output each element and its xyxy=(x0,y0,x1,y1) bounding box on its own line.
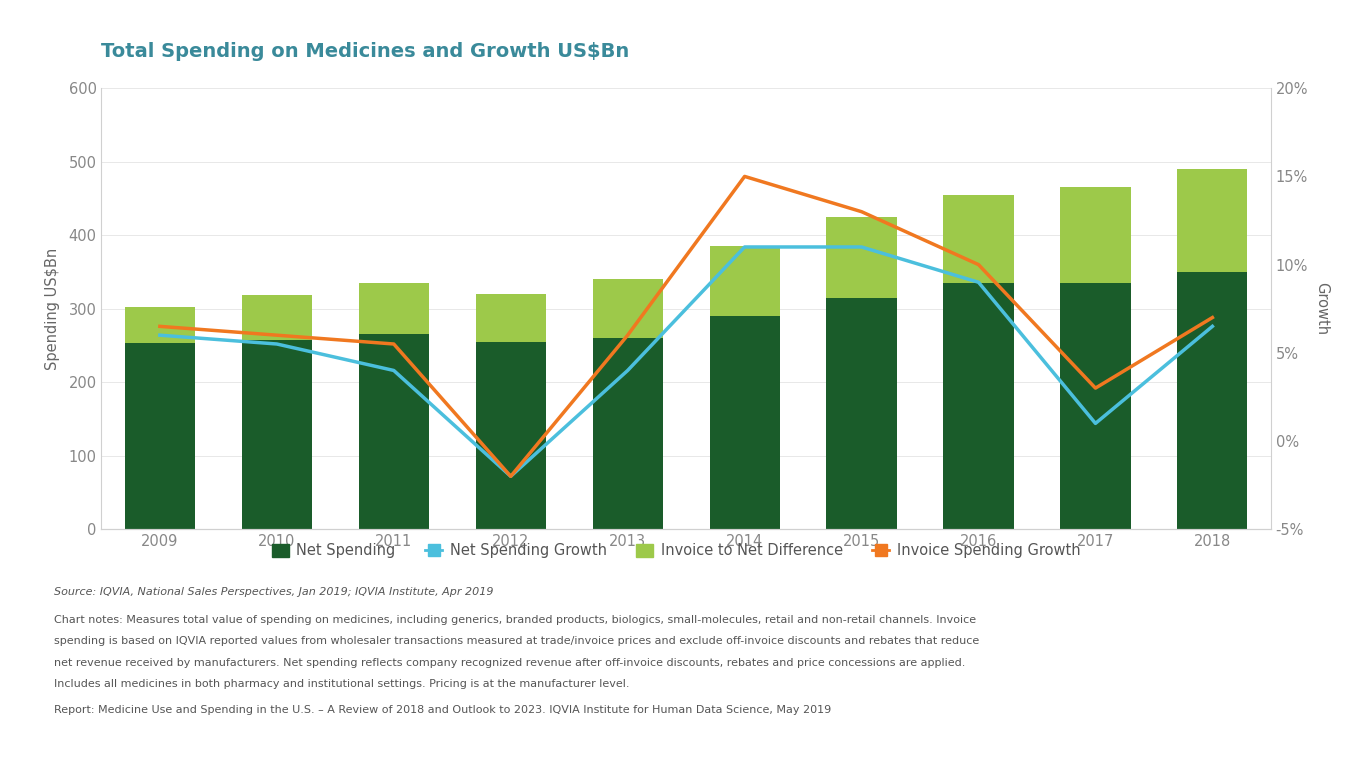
Text: Includes all medicines in both pharmacy and institutional settings. Pricing is a: Includes all medicines in both pharmacy … xyxy=(54,679,630,689)
Bar xyxy=(124,344,195,529)
Bar xyxy=(826,217,896,298)
Bar xyxy=(826,298,896,529)
Bar xyxy=(710,316,780,529)
Text: Report: Medicine Use and Spending in the U.S. – A Review of 2018 and Outlook to : Report: Medicine Use and Spending in the… xyxy=(54,705,831,715)
Bar xyxy=(944,283,1014,529)
Legend: Net Spending, Net Spending Growth, Invoice to Net Difference, Invoice Spending G: Net Spending, Net Spending Growth, Invoi… xyxy=(266,538,1086,564)
Bar xyxy=(242,340,312,529)
Bar xyxy=(710,246,780,316)
Text: Source: IQVIA, National Sales Perspectives, Jan 2019; IQVIA Institute, Apr 2019: Source: IQVIA, National Sales Perspectiv… xyxy=(54,587,493,597)
Y-axis label: Growth: Growth xyxy=(1314,282,1329,335)
Bar xyxy=(124,307,195,344)
Bar xyxy=(944,195,1014,283)
Bar xyxy=(1178,272,1248,529)
Text: Chart notes: Measures total value of spending on medicines, including generics, : Chart notes: Measures total value of spe… xyxy=(54,614,976,624)
Text: Total Spending on Medicines and Growth US$Bn: Total Spending on Medicines and Growth U… xyxy=(101,42,630,61)
Bar xyxy=(476,294,546,342)
Bar xyxy=(358,283,429,334)
Text: spending is based on IQVIA reported values from wholesaler transactions measured: spending is based on IQVIA reported valu… xyxy=(54,636,979,646)
Bar xyxy=(592,279,662,338)
Y-axis label: Spending US$Bn: Spending US$Bn xyxy=(45,248,59,370)
Bar xyxy=(1060,283,1130,529)
Bar xyxy=(592,338,662,529)
Bar xyxy=(1060,187,1130,283)
Bar xyxy=(242,295,312,340)
Bar xyxy=(1178,169,1248,272)
Bar xyxy=(358,334,429,529)
Bar xyxy=(476,342,546,529)
Text: net revenue received by manufacturers. Net spending reflects company recognized : net revenue received by manufacturers. N… xyxy=(54,657,965,667)
